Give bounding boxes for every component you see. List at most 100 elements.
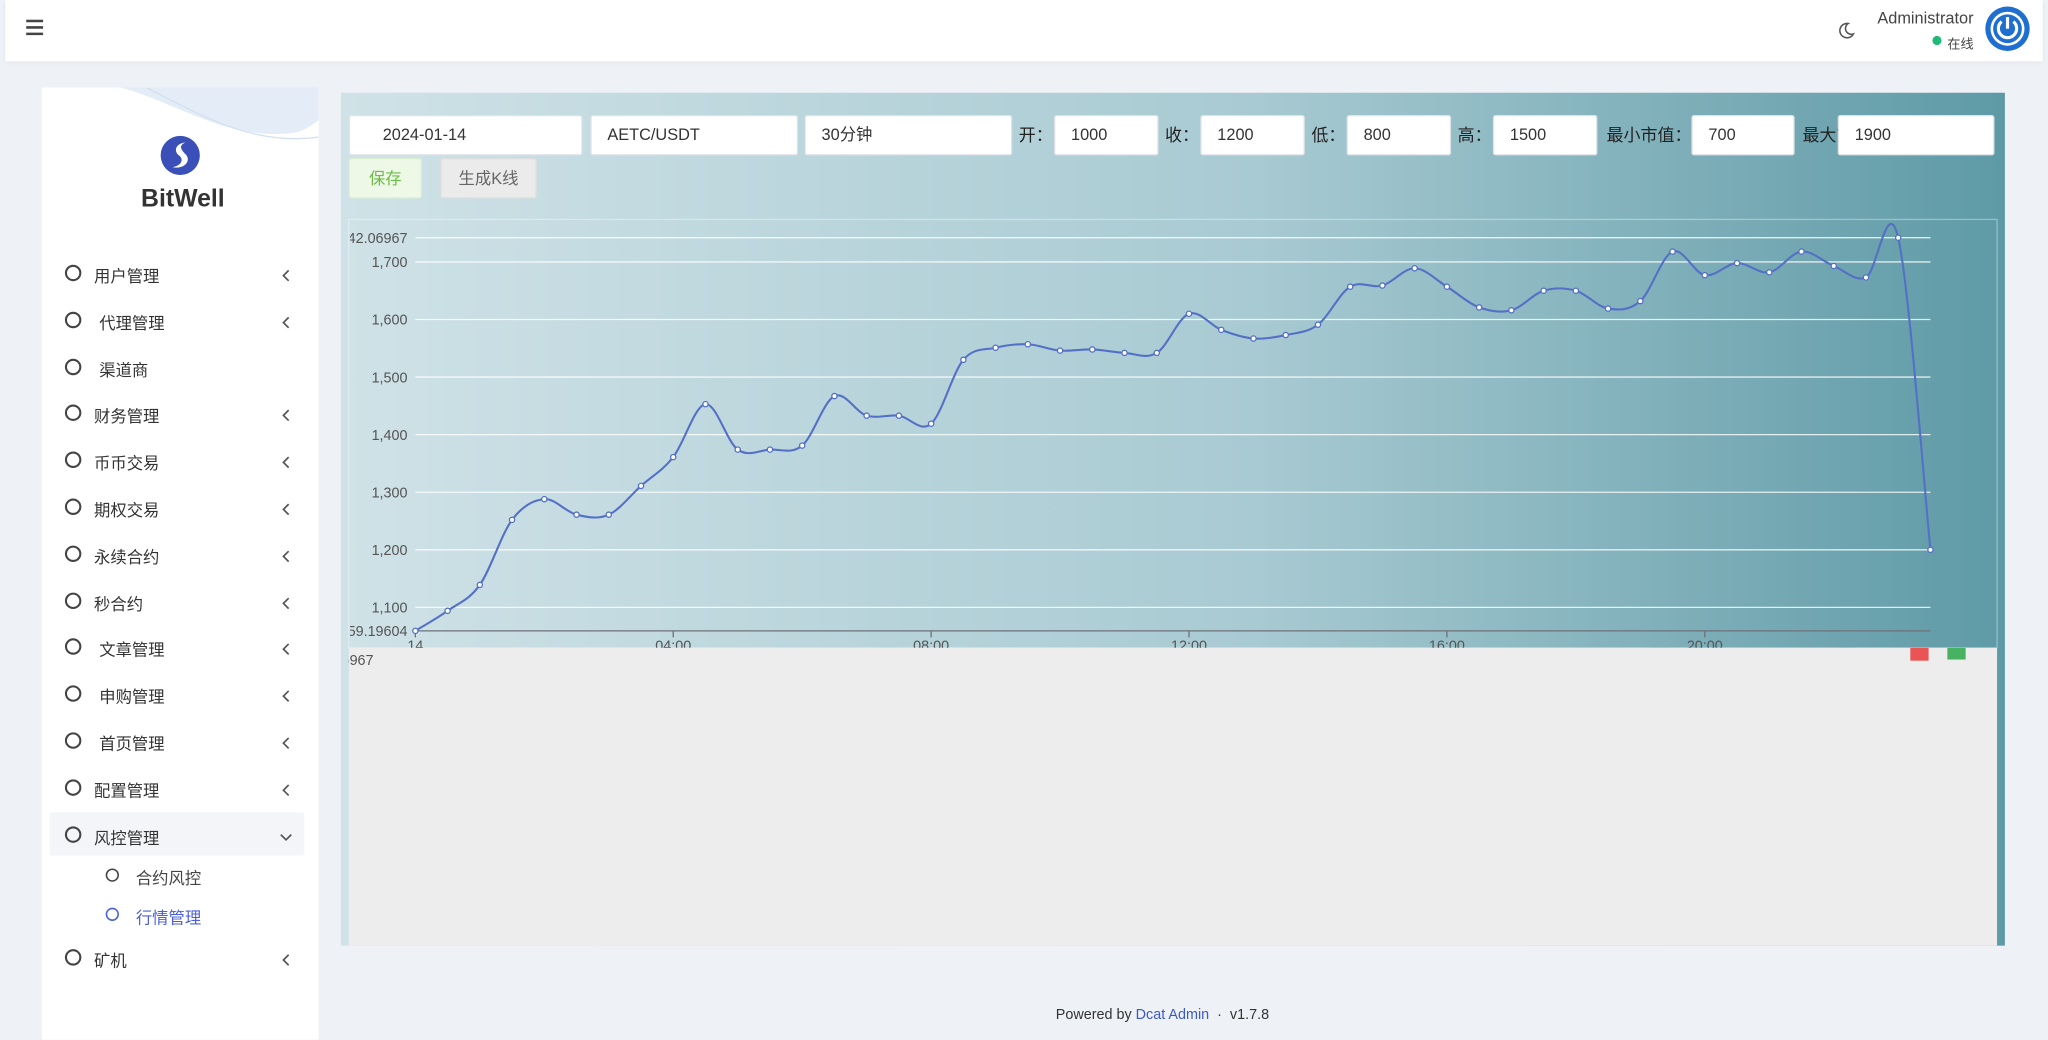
candle-body bbox=[909, 551, 927, 556]
menu-item[interactable]: 永续合约 bbox=[94, 548, 160, 567]
candle-body bbox=[798, 476, 816, 487]
price-point bbox=[637, 482, 645, 490]
arrow-shape bbox=[282, 643, 290, 656]
candle-body bbox=[1095, 548, 1113, 585]
menu-item[interactable]: 秒合约 bbox=[94, 595, 144, 614]
price-point bbox=[831, 392, 838, 400]
user-status: 在线 bbox=[1947, 37, 1974, 53]
field-input[interactable]: 1200 bbox=[1200, 114, 1305, 156]
menu-item[interactable]: 风控管理 bbox=[94, 828, 160, 848]
price-point bbox=[1927, 546, 1934, 554]
menu-active-bg bbox=[49, 811, 305, 855]
menu-item[interactable]: 财务管理 bbox=[94, 408, 160, 427]
price-point bbox=[1572, 287, 1580, 294]
price-point bbox=[1798, 248, 1805, 255]
menu-arrow bbox=[282, 737, 290, 750]
field-label: 收： bbox=[1165, 125, 1200, 145]
menu-icon bbox=[64, 732, 82, 749]
menu-icon bbox=[64, 685, 82, 703]
save-button[interactable]: 保存 bbox=[348, 158, 422, 199]
submenu-item[interactable]: 行情管理 bbox=[135, 908, 202, 928]
price-point bbox=[927, 420, 935, 427]
candle-body bbox=[1206, 561, 1224, 565]
menu-item[interactable]: 配置管理 bbox=[94, 782, 160, 801]
avatar[interactable] bbox=[1984, 5, 2031, 52]
icon-shape bbox=[64, 405, 82, 422]
menu-item[interactable]: 币币交易 bbox=[94, 454, 160, 474]
menu-icon bbox=[64, 592, 82, 609]
price-point bbox=[1862, 274, 1870, 281]
candle-body bbox=[1799, 625, 1817, 647]
price-point bbox=[1701, 271, 1709, 279]
menu-item[interactable]: 文章管理 bbox=[99, 641, 165, 661]
candle-body bbox=[465, 388, 483, 418]
candle-body bbox=[1243, 564, 1261, 576]
menu-item[interactable]: 代理管理 bbox=[99, 314, 165, 333]
price-point bbox=[508, 516, 516, 524]
candle-body bbox=[1577, 592, 1595, 612]
arrow-shape bbox=[282, 503, 290, 516]
arrow-shape bbox=[282, 597, 290, 609]
menu-item[interactable]: 渠道商 bbox=[99, 361, 149, 380]
price-point bbox=[1604, 305, 1612, 312]
menu-arrow bbox=[282, 550, 290, 562]
line-axis: 1,059.19604 1,100 1,200 1,300 1,400 1,500 1,60… bbox=[350, 231, 1931, 654]
interval-select[interactable]: 30分钟 bbox=[804, 114, 1013, 156]
menu-icon bbox=[64, 779, 82, 796]
icon-shape bbox=[64, 451, 82, 469]
menu-item[interactable]: 矿机 bbox=[94, 952, 127, 971]
x-tick-label: 16:00 bbox=[1429, 638, 1465, 654]
theme-toggle[interactable] bbox=[1838, 22, 1855, 39]
price-point bbox=[1314, 321, 1322, 328]
arrow-shape bbox=[282, 550, 290, 562]
price-point bbox=[1282, 331, 1289, 339]
date-input[interactable]: 2024-01-14 bbox=[348, 114, 583, 156]
icon-shape bbox=[64, 545, 82, 562]
menu-toggle[interactable] bbox=[26, 19, 44, 36]
arrow-shape bbox=[280, 833, 292, 841]
generate-button[interactable]: 生成K线 bbox=[440, 158, 537, 199]
brand-logo bbox=[160, 135, 200, 176]
x-tick-label: 04:00 bbox=[655, 638, 691, 654]
candle-body bbox=[1910, 647, 1929, 661]
arrow-shape bbox=[282, 784, 290, 796]
price-point bbox=[1733, 259, 1741, 267]
price-point bbox=[541, 495, 548, 503]
sidebar: BitWell 用户管理 代理管理 渠道商 财务管理 币币交易 期权交易 永续合约 秒合约 文章… bbox=[41, 87, 319, 1040]
field-input[interactable]: 1500 bbox=[1492, 114, 1598, 156]
menu-item[interactable]: 申购管理 bbox=[99, 688, 165, 707]
field-input[interactable]: 700 bbox=[1691, 114, 1795, 156]
candle-body bbox=[1503, 590, 1521, 609]
y-tick-label: 1,700 bbox=[372, 255, 408, 271]
menu-item[interactable]: 用户管理 bbox=[94, 267, 160, 287]
field-input[interactable]: 1000 bbox=[1054, 114, 1159, 156]
footer-link[interactable]: Dcat Admin bbox=[1135, 1007, 1210, 1023]
menu-item[interactable]: 期权交易 bbox=[94, 501, 160, 520]
field-input[interactable]: 800 bbox=[1346, 114, 1452, 156]
menu-icon bbox=[64, 264, 82, 282]
pair-select[interactable]: AETC/USDT bbox=[590, 114, 799, 156]
user-name[interactable]: Administrator bbox=[1877, 9, 1974, 28]
x-tick-label: 20:00 bbox=[1687, 638, 1723, 654]
candle-body bbox=[1391, 612, 1409, 629]
field-input[interactable]: 1900 bbox=[1837, 114, 1995, 156]
y-tick-label: 300 bbox=[350, 405, 374, 421]
price-point bbox=[1669, 248, 1676, 255]
y-tick-label: 400 bbox=[350, 461, 374, 477]
candle-body bbox=[724, 487, 742, 504]
price-point bbox=[476, 581, 484, 589]
candle-body bbox=[1465, 590, 1483, 592]
icon-shape bbox=[64, 358, 82, 375]
menu-icon bbox=[64, 451, 82, 469]
price-point bbox=[1024, 340, 1032, 348]
candle-body bbox=[502, 416, 520, 446]
menu-icon bbox=[64, 545, 82, 562]
menu-icon bbox=[64, 498, 82, 516]
y-tick-label: 500 bbox=[350, 517, 374, 533]
icon-shape bbox=[64, 592, 82, 609]
submenu-item[interactable]: 合约风控 bbox=[135, 870, 202, 889]
candle-body bbox=[391, 388, 409, 405]
menu-icon bbox=[105, 907, 119, 921]
menu-item[interactable]: 首页管理 bbox=[99, 735, 165, 754]
